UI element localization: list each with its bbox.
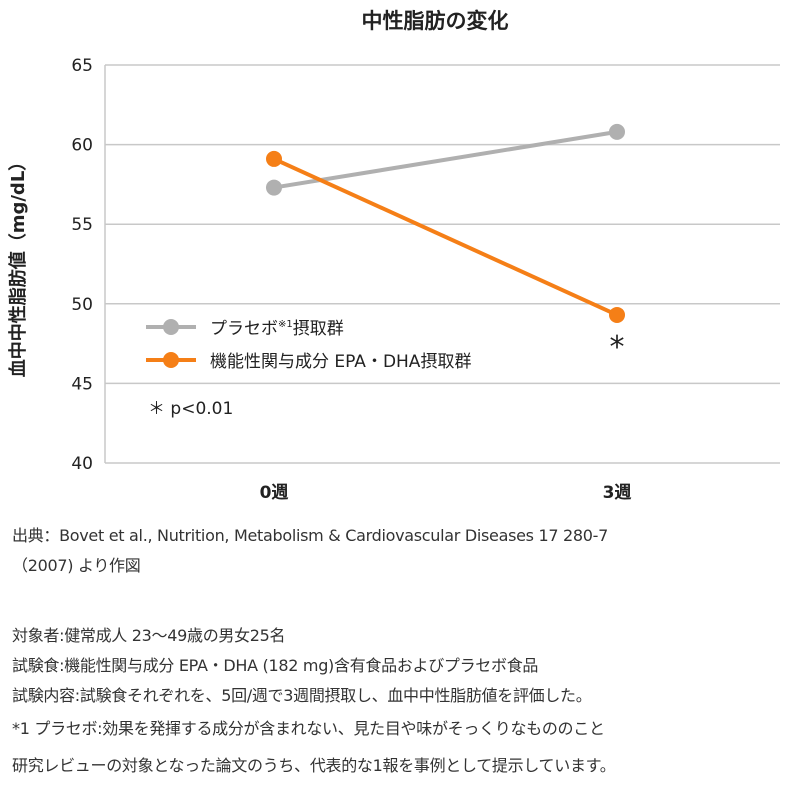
source-line-2: （2007) より作図 <box>12 556 141 575</box>
series-line-1 <box>273 157 618 317</box>
y-tick-label: 40 <box>71 454 93 474</box>
y-tick-label: 65 <box>71 56 93 76</box>
y-tick-label: 50 <box>71 295 93 315</box>
legend-label-epa: 機能性関与成分 EPA・DHA摂取群 <box>210 352 471 372</box>
x-tick-label: 3週 <box>603 483 632 503</box>
legend-marker-epa <box>163 352 179 368</box>
legend-marker-placebo <box>163 319 179 335</box>
y-tick-label: 55 <box>71 215 93 235</box>
footnote: *1 プラセボ:効果を発揮する成分が含まれない、見た目や味がそっくりなもののこと <box>12 719 605 738</box>
subjects-note: 対象者:健常成人 23〜49歳の男女25名 <box>12 626 286 645</box>
data-point <box>266 150 282 167</box>
test-content-note: 試験内容:試験食それぞれを、5回/週で3週間摂取し、血中中性脂肪値を評価した。 <box>12 686 592 705</box>
series-line-0 <box>273 129 618 190</box>
chart-title: 中性脂肪の変化 <box>362 9 509 33</box>
significance-asterisk: * <box>610 330 625 365</box>
test-food-note: 試験食:機能性関与成分 EPA・DHA (182 mg)含有食品およびプラセボ食… <box>12 656 539 675</box>
x-tick-label: 0週 <box>260 483 289 503</box>
data-point <box>609 306 625 323</box>
significance-note: ＊ p<0.01 <box>148 399 233 419</box>
y-tick-label: 60 <box>71 136 93 156</box>
y-tick-label: 45 <box>71 374 93 394</box>
review-note: 研究レビューの対象となった論文のうち、代表的な1報を事例として提示しています。 <box>12 756 616 775</box>
data-point <box>266 179 282 196</box>
y-axis-label: 血中中性脂肪値（mg/dL） <box>7 153 29 378</box>
legend: プラセボ※1摂取群 機能性関与成分 EPA・DHA摂取群 <box>146 319 471 372</box>
data-point <box>609 123 625 140</box>
source-line-1: 出典：Bovet et al., Nutrition, Metabolism &… <box>12 526 609 545</box>
legend-label-placebo: プラセボ※1摂取群 <box>210 319 344 339</box>
